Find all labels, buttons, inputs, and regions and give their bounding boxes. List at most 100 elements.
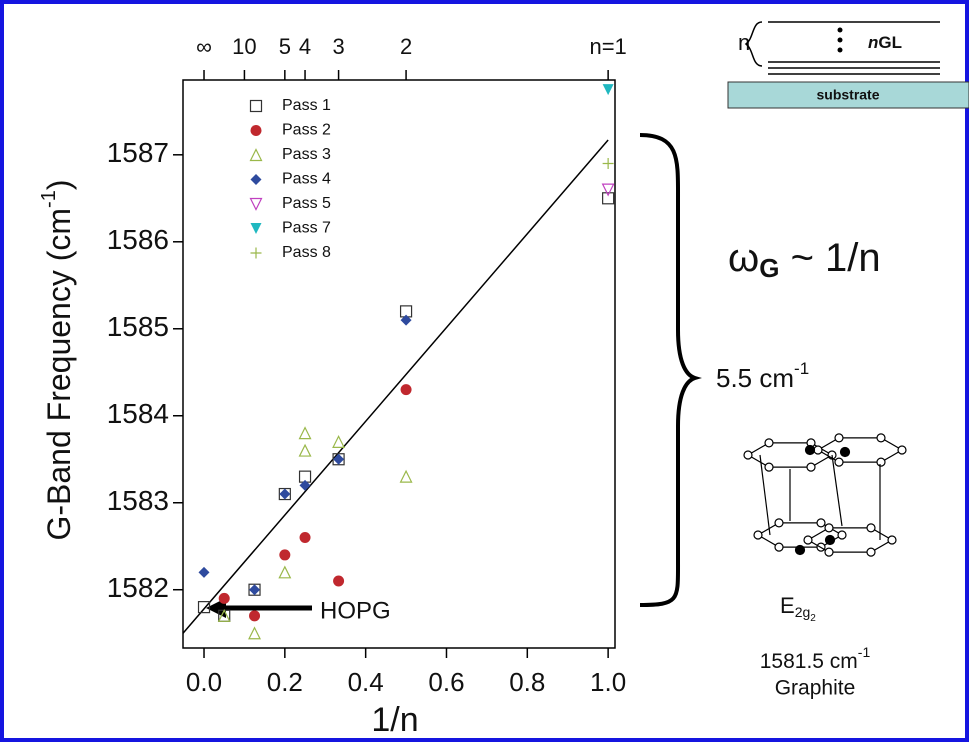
graphite-lattice: [743, 433, 907, 557]
legend-label: Pass 3: [282, 146, 331, 163]
graphite-freq: 1581.5 cm-1: [760, 644, 871, 673]
data-point: [602, 158, 614, 170]
data-point: [279, 488, 291, 500]
x2-tick-label: 10: [232, 34, 256, 59]
displaced-atom: [794, 544, 806, 556]
atom: [837, 530, 847, 540]
dot: [837, 47, 843, 53]
omega: ω: [728, 236, 759, 280]
mode-subsub: 2: [810, 613, 816, 624]
x2-tick-label: ∞: [196, 34, 212, 59]
legend-label: Pass 1: [282, 97, 331, 114]
x-tick-label: 0.8: [509, 667, 545, 697]
marker: [249, 99, 263, 113]
mode-label: E2g2: [780, 593, 816, 624]
data-point: [197, 601, 211, 614]
omega-sub: G: [759, 253, 779, 283]
data-point: [601, 183, 615, 197]
dot: [837, 37, 843, 43]
data-point: [400, 314, 412, 326]
data-point: [298, 426, 312, 440]
data-point: [248, 626, 261, 640]
data-point: [217, 608, 231, 622]
atom: [816, 518, 826, 528]
data-point: [249, 610, 261, 622]
marker: [250, 125, 262, 136]
data-point: [218, 592, 230, 604]
marker: [249, 148, 263, 162]
freq: 1581.5 cm: [760, 650, 858, 673]
y-axis-title: G-Band Frequency (cm-1): [38, 179, 77, 540]
lattice-bond: [831, 454, 843, 527]
atom: [743, 450, 753, 460]
atom: [824, 523, 834, 533]
displaced-atom: [839, 446, 851, 458]
data-point: [400, 384, 412, 396]
freq-sup: -1: [858, 644, 871, 660]
small-brace: [744, 21, 763, 67]
marker: [250, 223, 262, 234]
atom: [834, 433, 844, 443]
atom: [764, 438, 774, 448]
atom: [806, 462, 816, 472]
fit-line: [182, 139, 609, 634]
atom: [834, 457, 844, 467]
y-tick-label: 1585: [107, 311, 169, 342]
data-point: [399, 469, 413, 483]
ngl-label: nGL: [868, 33, 902, 52]
atom: [876, 457, 886, 467]
substrate-box: [727, 81, 969, 109]
legend-label: Pass 8: [282, 244, 331, 261]
omega-label: ωG ~ 1/n: [728, 236, 881, 283]
atom: [753, 530, 763, 540]
atom: [764, 462, 774, 472]
y-tick-label: 1587: [107, 137, 169, 168]
atom: [813, 445, 823, 455]
y-tick-label: 1582: [107, 572, 169, 603]
atom: [803, 535, 813, 545]
lattice-bond: [759, 454, 771, 536]
ngl-n: n: [868, 33, 878, 52]
x2-tick-label: 5: [279, 34, 291, 59]
hopg-label: HOPG: [320, 597, 391, 624]
data-point: [299, 479, 311, 491]
marker: [249, 197, 263, 211]
data-point: [333, 575, 345, 587]
atom: [876, 433, 886, 443]
data-point: [278, 565, 292, 579]
data-point: [279, 549, 291, 561]
atom: [866, 547, 876, 557]
legend-label: Pass 4: [282, 171, 331, 188]
plot-frame: [182, 79, 616, 649]
graphite-label: Graphite: [775, 677, 856, 700]
shift-label: 5.5 cm-1: [716, 359, 809, 392]
atom: [866, 523, 876, 533]
data-point: [249, 584, 261, 596]
x2-tick-label: 2: [400, 34, 412, 59]
y-title-end: ): [41, 179, 77, 190]
mode-e: E: [780, 593, 795, 618]
x-tick-label: 0.2: [267, 667, 303, 697]
legend-label: Pass 2: [282, 122, 331, 139]
marker: [250, 247, 262, 259]
data-point: [602, 84, 614, 96]
x2-tick-label: 3: [332, 34, 344, 59]
legend-label: Pass 7: [282, 220, 331, 237]
atom: [887, 535, 897, 545]
x-axis-title: 1/n: [371, 701, 418, 739]
x2-tick-label: n=1: [589, 34, 626, 59]
data-point: [332, 435, 346, 448]
substrate-label: substrate: [816, 87, 879, 103]
x-tick-label: 0.6: [428, 667, 464, 697]
x-tick-label: 0.0: [186, 667, 222, 697]
y-tick-label: 1583: [107, 485, 169, 516]
x-tick-label: 1.0: [590, 667, 626, 697]
data-point: [198, 566, 210, 578]
data-point: [602, 192, 615, 205]
omega-rest: ~ 1/n: [779, 236, 880, 280]
ngl-gl: GL: [878, 33, 902, 52]
y-tick-label: 1584: [107, 398, 169, 429]
shift-sup: -1: [794, 359, 809, 378]
legend-label: Pass 5: [282, 195, 331, 212]
